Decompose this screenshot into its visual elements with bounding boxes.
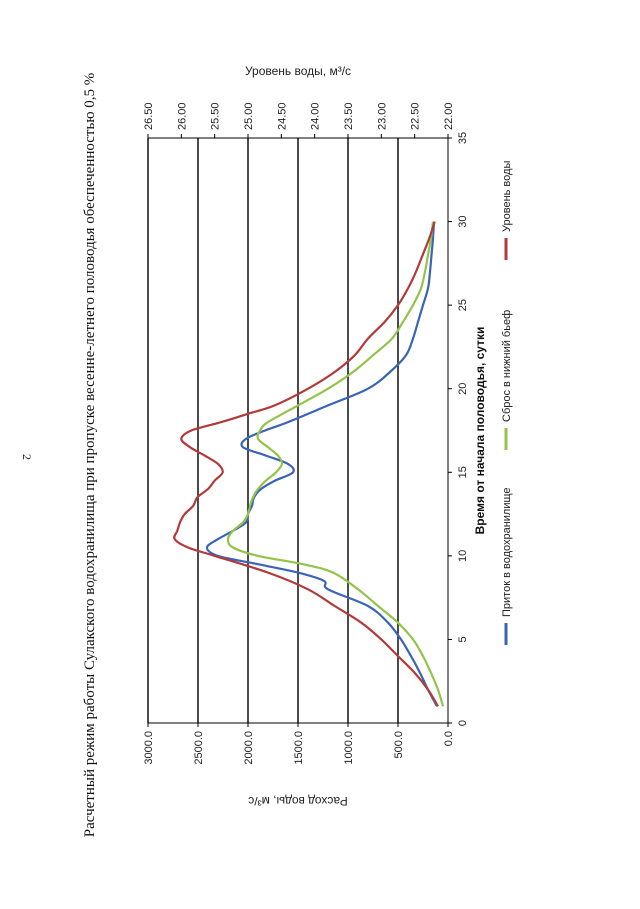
y-tick-label: 1500.0: [293, 731, 305, 765]
page-number: 2: [20, 454, 34, 460]
x-tick-label: 30: [457, 215, 469, 227]
x-tick-label: 25: [457, 299, 469, 311]
series-line-0: [205, 221, 438, 707]
y2-tick-label: 26.50: [143, 102, 155, 130]
y-tick-label: 500.0: [393, 731, 405, 759]
chart-title: Расчетный режим работы Сулакского водохр…: [82, 73, 98, 838]
y2-tick-label: 23.50: [343, 102, 355, 130]
y2-tick-label: 23.00: [376, 102, 388, 130]
series-line-2: [173, 221, 439, 707]
legend-label: Сброс в нижний бьеф: [501, 310, 513, 422]
y-tick-label: 3000.0: [143, 731, 155, 765]
y2-axis-label: Уровень воды, м³/с: [245, 64, 351, 78]
x-tick-label: 10: [457, 550, 469, 562]
x-tick-label: 5: [457, 636, 469, 642]
y-axis-label: Расход воды, м³/с: [248, 794, 347, 808]
y2-tick-label: 26.00: [176, 102, 188, 130]
x-tick-label: 0: [457, 720, 469, 726]
y-tick-label: 0.0: [443, 731, 455, 746]
rotated-chart-group: Расчетный режим работы Сулакского водохр…: [82, 64, 513, 837]
x-tick-label: 20: [457, 383, 469, 395]
y-tick-label: 1000.0: [343, 731, 355, 765]
series-line-1: [226, 221, 445, 707]
x-tick-label: 15: [457, 466, 469, 478]
y2-tick-label: 22.00: [443, 102, 455, 130]
y2-tick-label: 24.00: [310, 102, 322, 130]
y-tick-label: 2500.0: [193, 731, 205, 765]
legend-label: Приток в водохранилище: [501, 487, 513, 617]
x-tick-label: 35: [457, 132, 469, 144]
x-axis-label: Время от начала половодья, сутки: [473, 327, 487, 535]
y2-tick-label: 22.50: [410, 102, 422, 130]
y2-tick-label: 25.50: [210, 102, 222, 130]
y-tick-label: 2000.0: [243, 731, 255, 765]
y2-tick-label: 25.00: [243, 102, 255, 130]
y2-tick-label: 24.50: [276, 102, 288, 130]
legend-label: Уровень воды: [501, 161, 513, 232]
